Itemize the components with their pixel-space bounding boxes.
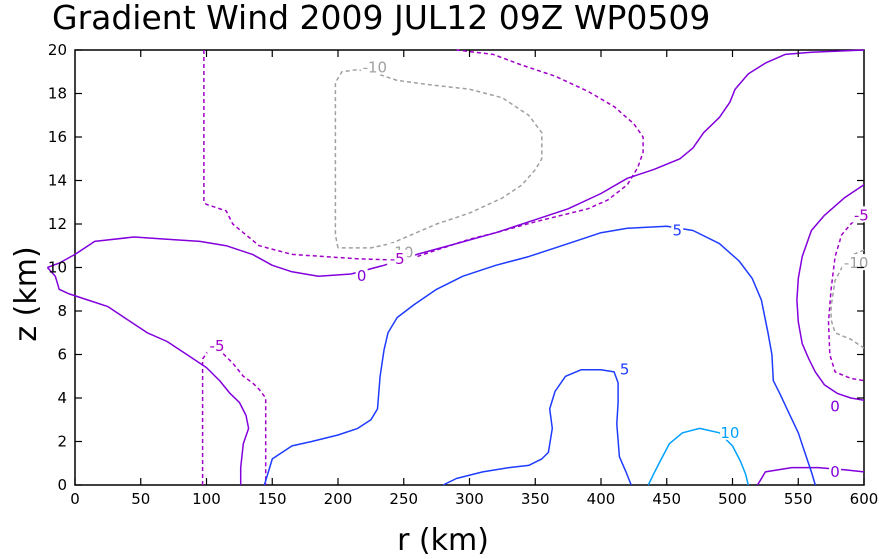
contour-line-5 xyxy=(46,266,250,485)
contour-line-2 xyxy=(827,212,865,382)
contour-line-10 xyxy=(442,368,632,486)
x-tick-label: 350 xyxy=(521,490,550,508)
y-tick-label: 14 xyxy=(48,172,67,190)
contour-line-6 xyxy=(47,49,865,277)
y-tick-label: 18 xyxy=(48,85,67,103)
contour-line-1 xyxy=(201,347,267,485)
plot-axes xyxy=(74,49,865,486)
contour-line-9 xyxy=(263,225,817,486)
x-tick-label: 50 xyxy=(131,490,150,508)
x-tick-label: 450 xyxy=(652,490,681,508)
contour-label-bg-5 xyxy=(851,206,872,223)
contour-line-11 xyxy=(647,427,750,486)
contour-line-8 xyxy=(756,466,865,486)
x-tick-label: 400 xyxy=(587,490,616,508)
y-axis-label: z (km) xyxy=(9,246,44,341)
y-tick-label: 10 xyxy=(48,259,67,277)
contour-label-bg-4 xyxy=(207,336,228,353)
contour-label-11: 10 xyxy=(720,424,739,442)
contour-label-8: 0 xyxy=(830,463,840,481)
x-tick-label: 500 xyxy=(718,490,747,508)
contour-label-bg-11 xyxy=(719,423,740,440)
contour-label-bg-10 xyxy=(618,360,631,377)
contour-label-bg-0 xyxy=(360,58,389,75)
x-tick-label: 300 xyxy=(455,490,484,508)
contour-label-bg-9 xyxy=(671,221,684,238)
y-tick-label: 4 xyxy=(57,389,67,407)
x-tick-label: 100 xyxy=(192,490,221,508)
contour-label-6: 0 xyxy=(357,267,367,285)
x-tick-label: 600 xyxy=(850,490,879,508)
axis-ticks: 0 50 100 150 200 250 300 350 400 450 500 550 6000246… xyxy=(48,41,878,508)
x-tick-label: 250 xyxy=(389,490,418,508)
contour-label-7: 0 xyxy=(830,398,840,416)
y-tick-label: 0 xyxy=(57,476,67,494)
x-tick-label: 0 xyxy=(70,490,80,508)
contour-label-9: 5 xyxy=(672,222,682,240)
y-tick-label: 6 xyxy=(57,346,67,364)
plot-frame xyxy=(74,49,865,486)
y-tick-label: 2 xyxy=(57,433,67,451)
x-axis-label: r (km) xyxy=(397,523,489,558)
contour-label-bg-7 xyxy=(829,397,842,414)
y-tick-label: 12 xyxy=(48,215,67,233)
contour-label-10: 5 xyxy=(620,361,630,379)
contour-label-bg-2 xyxy=(842,254,871,271)
contour-label-bg-8 xyxy=(829,462,842,479)
contour-label-3: -5 xyxy=(390,250,405,268)
contour-label-bg-3 xyxy=(387,249,408,266)
y-tick-label: 16 xyxy=(48,128,67,146)
y-tick-label: 8 xyxy=(57,302,67,320)
contour-label-2: -10 xyxy=(844,254,869,272)
contour-line-0 xyxy=(203,49,644,261)
x-tick-label: 150 xyxy=(258,490,287,508)
contour-line-3 xyxy=(334,68,543,249)
contour-label-4: -5 xyxy=(210,337,225,355)
x-tick-label: 550 xyxy=(784,490,813,508)
contour-line-7 xyxy=(796,184,865,401)
y-tick-label: 20 xyxy=(48,41,67,59)
chart-title: Gradient Wind 2009 JUL12 09Z WP0509 xyxy=(52,0,710,37)
contour-lines xyxy=(46,49,865,486)
contour-label-bg-6 xyxy=(355,267,368,284)
contour-label-0: -10 xyxy=(363,58,388,76)
contour-label-5: -5 xyxy=(854,206,869,224)
x-tick-label: 200 xyxy=(324,490,353,508)
